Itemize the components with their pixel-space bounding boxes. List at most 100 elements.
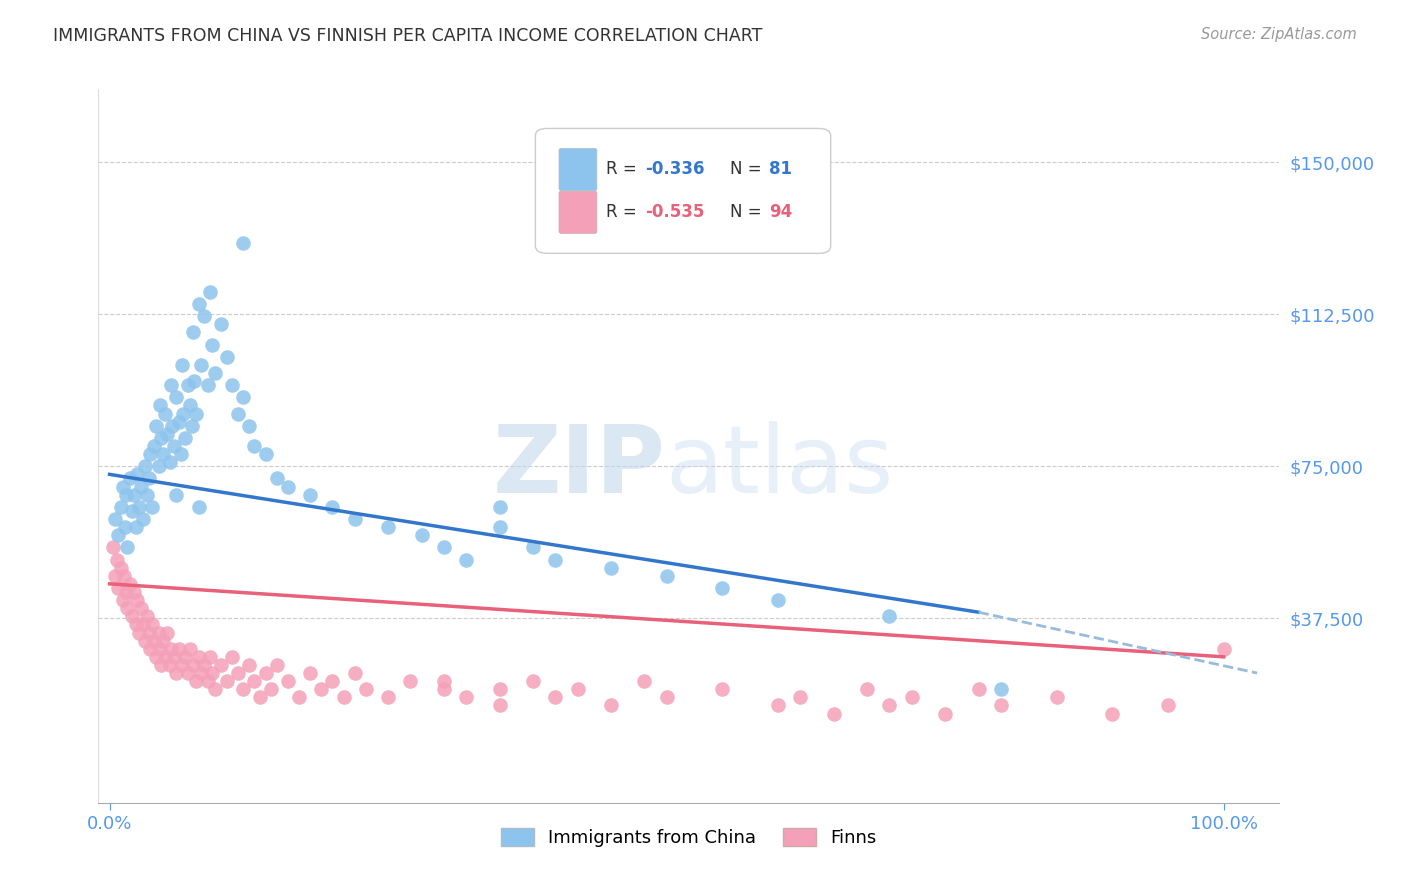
Point xyxy=(232,236,254,251)
Point xyxy=(114,520,136,534)
Point xyxy=(112,568,135,582)
Point xyxy=(117,541,139,555)
Point xyxy=(201,337,224,351)
Point xyxy=(111,593,134,607)
Point xyxy=(138,641,160,656)
Point xyxy=(149,399,172,413)
Point xyxy=(136,609,159,624)
Point xyxy=(163,649,186,664)
Point xyxy=(107,581,129,595)
Point xyxy=(655,568,678,582)
Point xyxy=(129,479,152,493)
Point xyxy=(165,666,187,681)
Text: atlas: atlas xyxy=(665,421,894,514)
Point xyxy=(288,690,311,705)
Point xyxy=(138,447,160,461)
Point xyxy=(167,641,190,656)
Point xyxy=(544,690,567,705)
Point xyxy=(522,541,544,555)
Text: ZIP: ZIP xyxy=(492,421,665,514)
Point xyxy=(198,649,221,664)
FancyBboxPatch shape xyxy=(560,191,596,234)
Point xyxy=(149,431,172,445)
Point xyxy=(249,690,271,705)
Point xyxy=(544,552,567,566)
Point xyxy=(823,706,845,721)
Text: -0.336: -0.336 xyxy=(645,161,704,178)
Point xyxy=(181,418,204,433)
Point xyxy=(125,617,148,632)
Point xyxy=(179,399,201,413)
Point xyxy=(266,657,288,672)
Point xyxy=(215,674,238,689)
Point xyxy=(201,666,224,681)
Point xyxy=(197,378,219,392)
Point xyxy=(170,447,193,461)
Point xyxy=(226,666,249,681)
Point xyxy=(711,581,734,595)
Point xyxy=(193,310,215,324)
Point xyxy=(187,297,209,311)
Point xyxy=(107,528,129,542)
Point xyxy=(183,374,205,388)
Point xyxy=(152,447,174,461)
Point xyxy=(110,500,132,514)
Point xyxy=(600,560,623,574)
Point xyxy=(155,649,177,664)
Point xyxy=(321,500,343,514)
Point xyxy=(172,407,194,421)
Point xyxy=(111,479,134,493)
Text: N =: N = xyxy=(730,203,768,221)
Point xyxy=(129,601,152,615)
Point xyxy=(433,682,456,697)
Point xyxy=(433,541,456,555)
FancyBboxPatch shape xyxy=(560,148,596,191)
FancyBboxPatch shape xyxy=(536,128,831,253)
Point xyxy=(159,455,181,469)
Point xyxy=(433,674,456,689)
Point xyxy=(221,378,243,392)
Point xyxy=(174,649,197,664)
Point xyxy=(711,682,734,697)
Point xyxy=(101,541,124,555)
Point xyxy=(165,488,187,502)
Point xyxy=(163,439,186,453)
Point xyxy=(141,500,163,514)
Point xyxy=(141,617,163,632)
Point xyxy=(118,577,141,591)
Point xyxy=(127,593,149,607)
Point xyxy=(879,698,901,713)
Point xyxy=(343,666,366,681)
Point xyxy=(193,657,215,672)
Point xyxy=(934,706,956,721)
Point xyxy=(221,649,243,664)
Point xyxy=(354,682,377,697)
Point xyxy=(198,285,221,299)
Point xyxy=(600,698,623,713)
Point xyxy=(766,698,789,713)
Point xyxy=(377,520,399,534)
Point xyxy=(204,366,226,380)
Point xyxy=(176,378,198,392)
Point xyxy=(238,418,260,433)
Point xyxy=(766,593,789,607)
Point xyxy=(309,682,332,697)
Point xyxy=(456,552,478,566)
Point xyxy=(377,690,399,705)
Point xyxy=(187,649,209,664)
Text: -0.535: -0.535 xyxy=(645,203,704,221)
Point xyxy=(160,418,183,433)
Point xyxy=(121,609,143,624)
Point xyxy=(155,407,177,421)
Text: R =: R = xyxy=(606,161,643,178)
Point xyxy=(186,407,208,421)
Point xyxy=(132,617,155,632)
Point xyxy=(138,471,160,485)
Point xyxy=(488,682,510,697)
Point xyxy=(149,657,172,672)
Point xyxy=(148,459,170,474)
Point xyxy=(1046,690,1069,705)
Point xyxy=(209,318,232,332)
Point xyxy=(399,674,422,689)
Point xyxy=(149,641,172,656)
